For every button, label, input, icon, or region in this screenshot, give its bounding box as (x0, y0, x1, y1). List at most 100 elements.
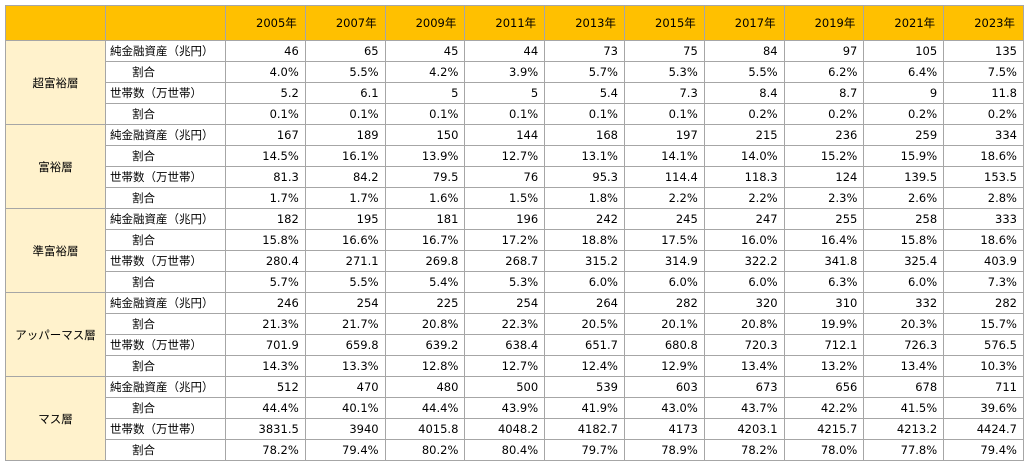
value-cell: 13.4% (863, 355, 945, 377)
data-table: 2005年 2007年 2009年 2011年 2013年 2015年 2017年 2019年… (5, 5, 1024, 461)
value-cell: 4.0% (225, 61, 306, 83)
value-cell: 333 (943, 208, 1024, 230)
row-label: 割合 (105, 439, 226, 461)
value-cell: 247 (703, 208, 785, 230)
row-label: 世帯数（万世帯） (105, 334, 226, 356)
value-cell: 320 (703, 292, 785, 314)
value-cell: 470 (304, 376, 386, 398)
corner-cell (5, 5, 106, 41)
value-cell: 720.3 (703, 334, 785, 356)
row-label: 割合 (105, 271, 226, 293)
year-header: 2007年 (304, 5, 386, 41)
value-cell: 0.2% (863, 103, 945, 125)
value-cell: 480 (384, 376, 466, 398)
value-cell: 20.8% (384, 313, 466, 335)
value-cell: 39.6% (943, 397, 1024, 419)
value-cell: 0.2% (783, 103, 865, 125)
value-cell: 271.1 (304, 250, 386, 272)
group-label: 富裕層 (5, 124, 106, 209)
value-cell: 114.4 (623, 166, 705, 188)
value-cell: 46 (225, 40, 306, 62)
value-cell: 236 (783, 124, 865, 146)
value-cell: 16.7% (384, 229, 466, 251)
value-cell: 10.3% (943, 355, 1024, 377)
table-row: 準富裕層 純金融資産（兆円） 182 195 181 196 242 245 247 255 258… (5, 208, 1024, 293)
value-cell: 80.4% (464, 439, 546, 461)
value-cell: 139.5 (863, 166, 945, 188)
value-cell: 6.1 (304, 82, 386, 104)
value-cell: 8.7 (783, 82, 865, 104)
value-cell: 5.7% (544, 61, 625, 83)
value-cell: 711 (943, 376, 1024, 398)
value-cell: 105 (863, 40, 945, 62)
value-cell: 5.4% (384, 271, 466, 293)
value-cell: 7.5% (943, 61, 1024, 83)
value-cell: 45 (384, 40, 466, 62)
value-cell: 3.9% (464, 61, 546, 83)
value-cell: 1.8% (544, 187, 625, 209)
table-row: 超富裕層 純金融資産（兆円） 46 65 45 44 73 75 84 97 105 135 (5, 40, 1024, 125)
value-cell: 6.0% (623, 271, 705, 293)
value-cell: 215 (703, 124, 785, 146)
value-cell: 254 (304, 292, 386, 314)
value-cell: 44.4% (384, 397, 466, 419)
value-cell: 4.2% (384, 61, 466, 83)
value-cell: 0.2% (943, 103, 1024, 125)
year-header: 2021年 (863, 5, 945, 41)
value-cell: 14.3% (225, 355, 306, 377)
year-header: 2015年 (623, 5, 705, 41)
value-cell: 5 (384, 82, 466, 104)
row-label: 割合 (105, 355, 226, 377)
value-cell: 4424.7 (943, 418, 1024, 440)
value-cell: 638.4 (464, 334, 546, 356)
value-cell: 2.3% (783, 187, 865, 209)
value-cell: 44.4% (225, 397, 306, 419)
table-row: 割合 14.3% 13.3% 12.8% 12.7% 12.4% 12.9% 13.4% 13.… (6, 355, 1024, 377)
year-header: 2023年 (943, 5, 1024, 41)
value-cell: 280.4 (225, 250, 306, 272)
value-cell: 0.1% (304, 103, 386, 125)
value-cell: 12.8% (384, 355, 466, 377)
value-cell: 13.2% (783, 355, 865, 377)
value-cell: 15.9% (863, 145, 945, 167)
value-cell: 4215.7 (783, 418, 865, 440)
value-cell: 2.6% (863, 187, 945, 209)
value-cell: 5.7% (225, 271, 306, 293)
value-cell: 4173 (623, 418, 705, 440)
value-cell: 322.2 (703, 250, 785, 272)
value-cell: 20.8% (703, 313, 785, 335)
row-label: 純金融資産（兆円） (105, 376, 226, 398)
row-label: 割合 (105, 229, 226, 251)
value-cell: 167 (225, 124, 306, 146)
table-row: 割合 78.2% 79.4% 80.2% 80.4% 79.7% 78.9% 78.2% 78.… (6, 439, 1024, 461)
value-cell: 673 (703, 376, 785, 398)
value-cell: 81.3 (225, 166, 306, 188)
value-cell: 6.3% (783, 271, 865, 293)
value-cell: 18.8% (544, 229, 625, 251)
value-cell: 332 (863, 292, 945, 314)
value-cell: 0.1% (225, 103, 306, 125)
value-cell: 0.1% (544, 103, 625, 125)
row-label: 割合 (105, 187, 226, 209)
value-cell: 144 (464, 124, 546, 146)
value-cell: 659.8 (304, 334, 386, 356)
value-cell: 40.1% (304, 397, 386, 419)
year-header: 2005年 (225, 5, 306, 41)
value-cell: 78.0% (783, 439, 865, 461)
value-cell: 5.5% (703, 61, 785, 83)
value-cell: 7.3 (623, 82, 705, 104)
value-cell: 2.2% (703, 187, 785, 209)
value-cell: 6.4% (863, 61, 945, 83)
value-cell: 79.7% (544, 439, 625, 461)
value-cell: 5.2 (225, 82, 306, 104)
value-cell: 12.9% (623, 355, 705, 377)
table-row: 割合 44.4% 40.1% 44.4% 43.9% 41.9% 43.0% 43.7% 42.… (6, 397, 1024, 419)
value-cell: 41.9% (544, 397, 625, 419)
value-cell: 73 (544, 40, 625, 62)
row-label: 割合 (105, 61, 226, 83)
value-cell: 325.4 (863, 250, 945, 272)
value-cell: 4203.1 (703, 418, 785, 440)
row-label: 純金融資産（兆円） (105, 208, 226, 230)
value-cell: 225 (384, 292, 466, 314)
table-row: 世帯数（万世帯） 5.2 6.1 5 5 5.4 7.3 8.4 8.7 9 11.8 (6, 82, 1024, 104)
